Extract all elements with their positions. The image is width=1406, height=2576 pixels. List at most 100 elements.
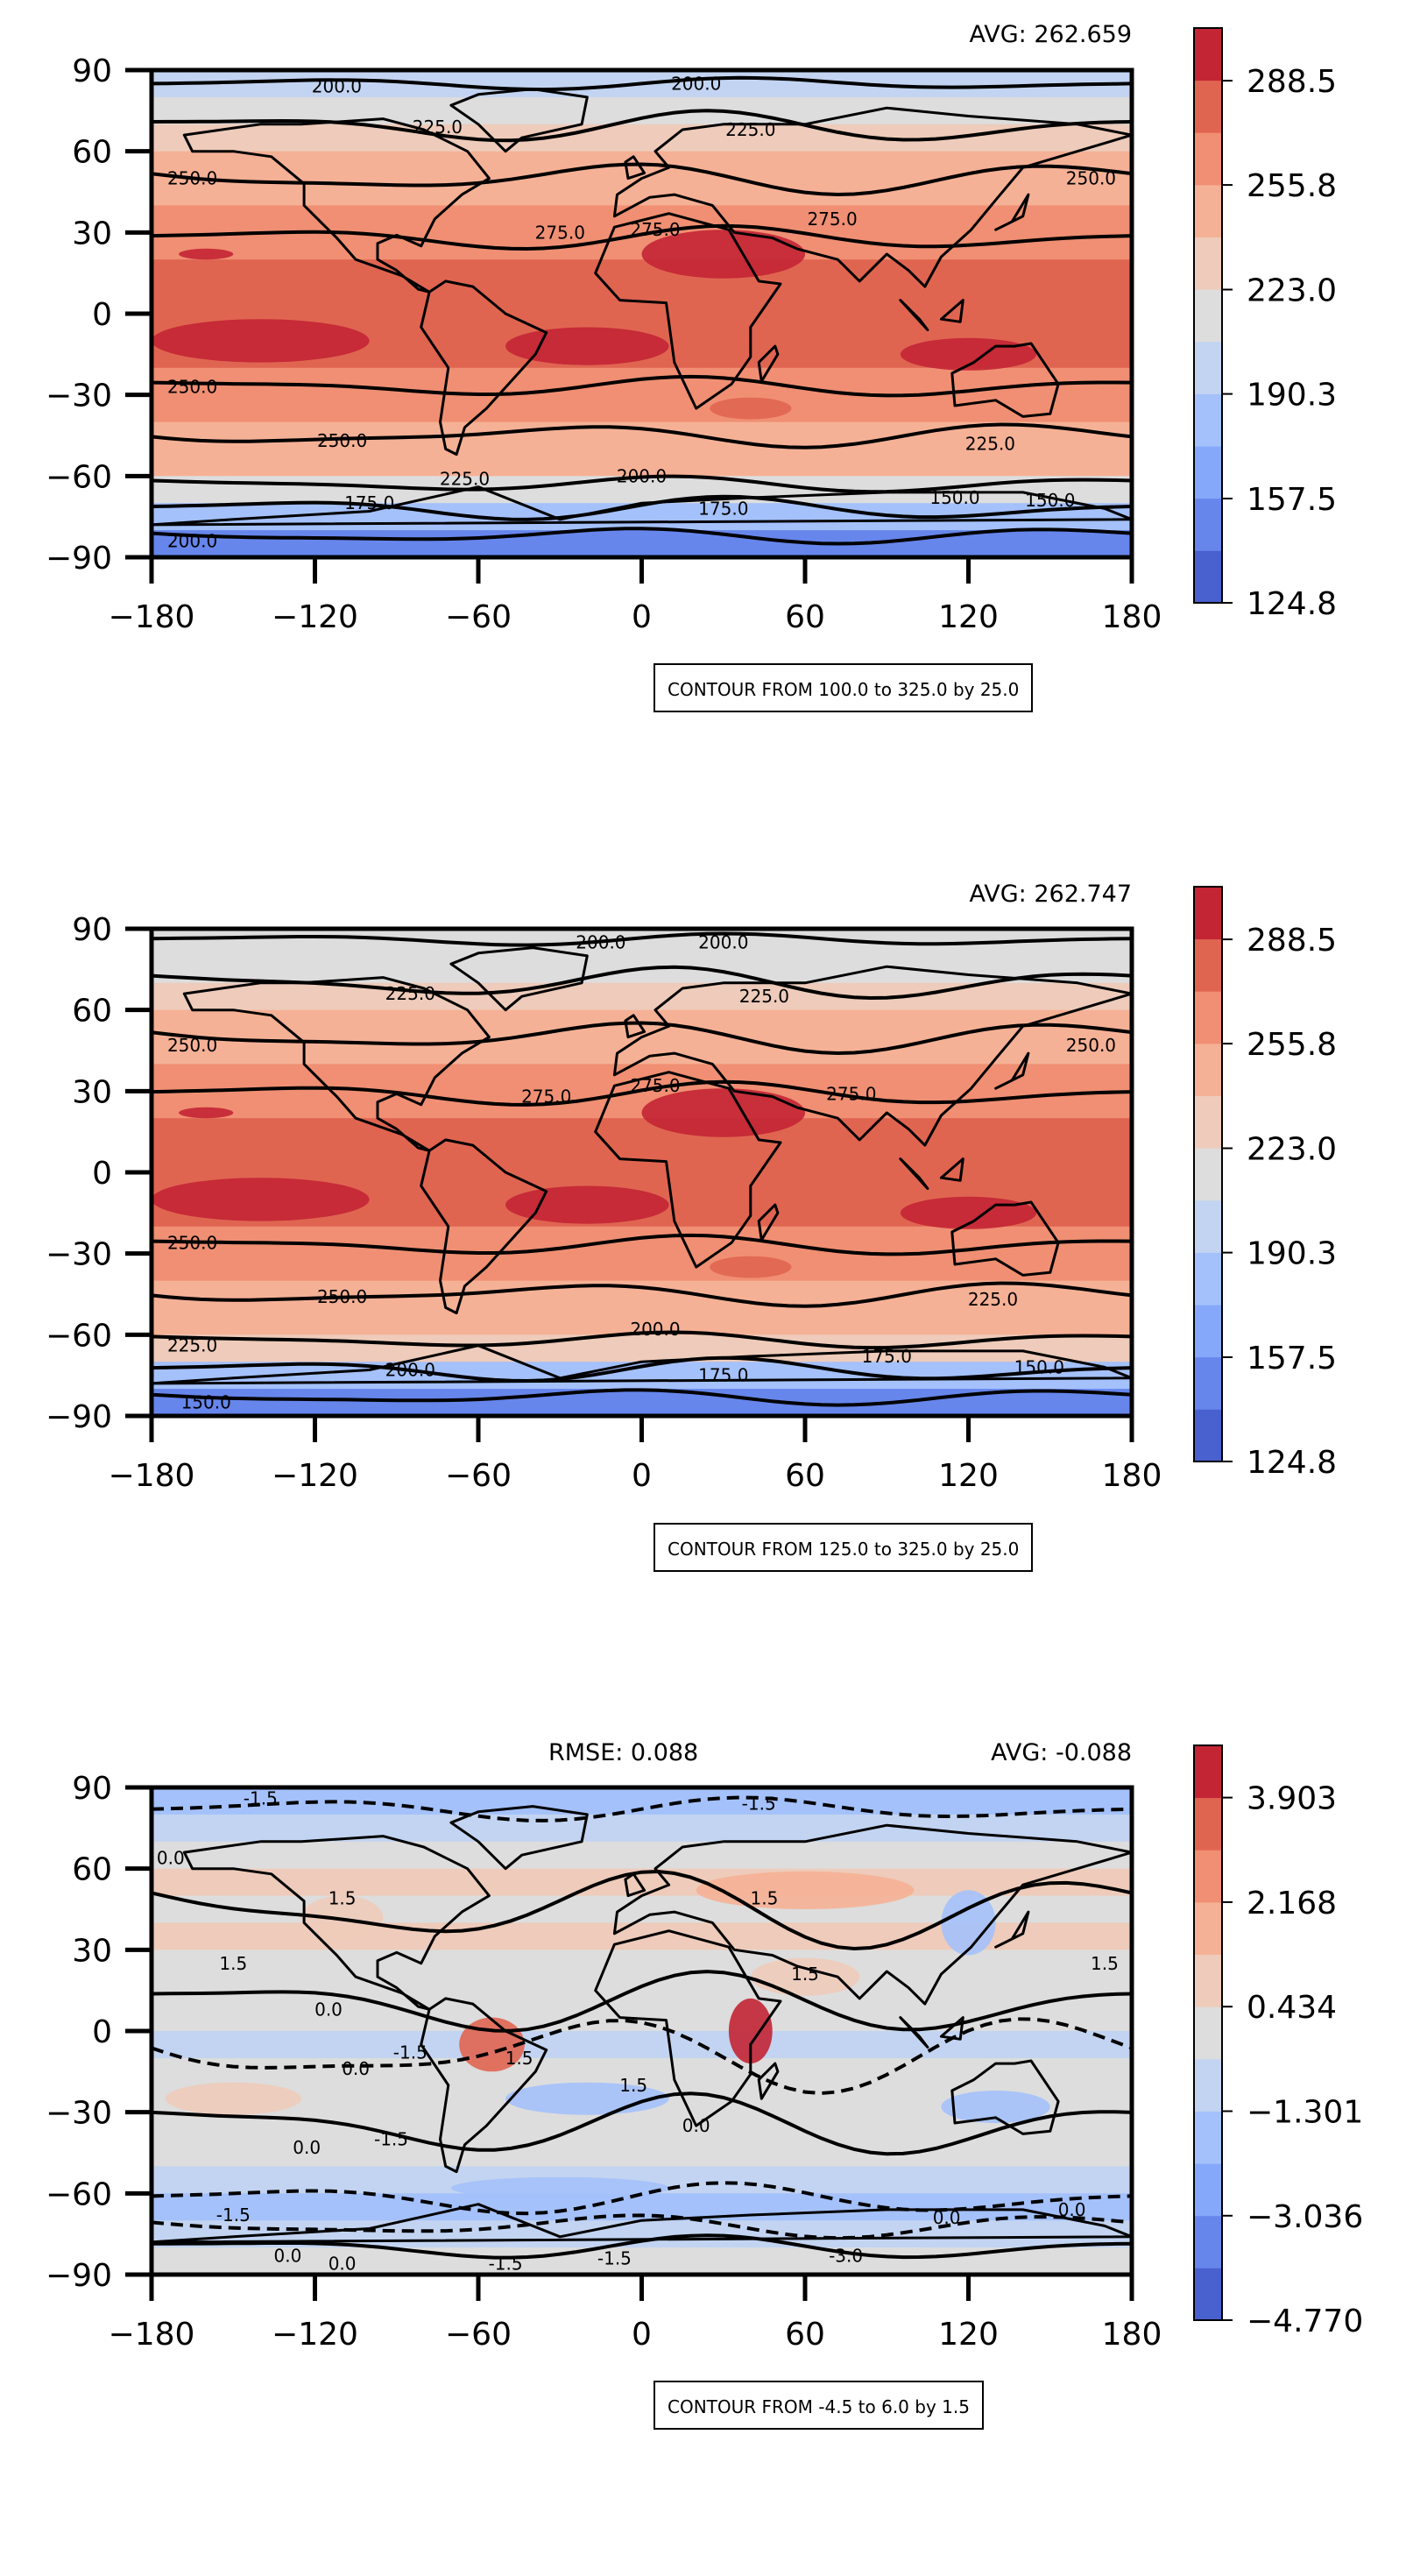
contour-label: 0.0 — [314, 1999, 343, 2020]
coastline — [624, 155, 646, 180]
coastline — [994, 193, 1030, 231]
colorbar-tick-label: 288.5 — [1247, 64, 1337, 100]
colorbar-segment — [1194, 1356, 1222, 1410]
colorbar-segment — [1194, 1797, 1222, 1851]
x-tick-label: −120 — [272, 1458, 358, 1494]
contour-label: 175.0 — [698, 498, 748, 519]
field-anomaly — [179, 248, 234, 260]
x-tick-label: −180 — [109, 1458, 195, 1494]
coastline — [757, 344, 780, 383]
field-band — [152, 1253, 1132, 1282]
field-anomaly — [728, 1998, 773, 2064]
map-plot-3: -1.5 -1.5 0.0 1.5 1.5 1.5 1.5 0.0 0.0 1.5 -1.5 1.5 1… — [46, 1744, 1363, 2353]
x-tick-label: −60 — [445, 599, 512, 635]
coastline — [449, 1805, 589, 1871]
field-anomaly — [301, 1895, 384, 1939]
colorbar-segment — [1194, 2111, 1222, 2164]
y-tick-label: 30 — [72, 1074, 112, 1110]
contour-label: -1.5 — [742, 1794, 776, 1815]
contour-label: -1.5 — [393, 2042, 427, 2063]
y-tick-label: −30 — [46, 2096, 112, 2132]
contour-label: 150.0 — [1014, 1356, 1064, 1377]
y-tick-label: −90 — [46, 1399, 112, 1435]
contour-label: 250.0 — [167, 1232, 217, 1253]
contour-label: 225.0 — [725, 119, 775, 140]
colorbar-segment — [1194, 341, 1222, 394]
colorbar-segment — [1194, 1043, 1222, 1096]
field-anomaly — [941, 2091, 1050, 2123]
x-tick-label: −60 — [445, 1458, 512, 1494]
colorbar-segment — [1194, 28, 1222, 81]
colorbar-segment — [1194, 2163, 1222, 2217]
colorbar-tick-label: 255.8 — [1247, 168, 1337, 204]
contour-label: 225.0 — [965, 433, 1015, 454]
colorbar-segment — [1194, 991, 1222, 1044]
contour-line — [152, 422, 1132, 449]
x-tick-label: 60 — [785, 599, 825, 635]
coastline — [994, 1051, 1030, 1090]
contour-label: 200.0 — [698, 931, 748, 952]
contour-line — [152, 374, 1132, 398]
contour-line — [152, 1281, 1132, 1308]
y-tick-label: 0 — [92, 2014, 112, 2050]
colorbar-tick-label: 157.5 — [1247, 482, 1337, 518]
y-tick-label: 60 — [72, 135, 112, 171]
colorbar-tick-label: 2.168 — [1247, 1886, 1337, 1921]
contour-label: 150.0 — [1025, 490, 1075, 511]
field-anomaly — [641, 230, 806, 279]
colorbar-segment — [1194, 1252, 1222, 1306]
contour-line — [152, 2213, 1132, 2240]
colorbar-frame — [1193, 886, 1223, 1462]
contour-label: 0.0 — [329, 2254, 357, 2275]
x-tick-label: 180 — [1102, 1458, 1162, 1494]
colorbar-segment — [1194, 1148, 1222, 1201]
colorbar-segment — [1194, 2268, 1222, 2321]
coastline — [152, 2203, 1132, 2244]
coastline — [420, 1138, 548, 1315]
x-tick-label: 120 — [938, 2317, 999, 2353]
x-tick-label: 60 — [785, 2317, 825, 2353]
contour-line — [152, 223, 1132, 251]
colorbar-tick-label: 223.0 — [1247, 1132, 1337, 1168]
contour-line — [152, 1869, 1132, 1951]
contour-line — [152, 1355, 1132, 1384]
contour-line — [152, 1795, 1132, 1822]
y-tick-label: −60 — [46, 1318, 112, 1354]
x-tick-label: −120 — [272, 599, 358, 635]
contour-label: 250.0 — [1066, 1035, 1116, 1056]
contour-label: -3.0 — [829, 2245, 863, 2266]
x-tick-label: 180 — [1102, 599, 1162, 635]
x-tick-label: 0 — [632, 2317, 652, 2353]
contour-label: 0.0 — [1058, 2199, 1086, 2220]
colorbar-segment — [1194, 80, 1222, 133]
colorbar-segment — [1194, 1095, 1222, 1149]
coastline — [612, 965, 1132, 1147]
contour-label: 200.0 — [312, 76, 362, 97]
colorbar-segment — [1194, 498, 1222, 551]
coastline — [182, 117, 491, 294]
coastline — [152, 485, 1132, 527]
colorbar-tick-label: 124.8 — [1247, 1445, 1337, 1481]
contour-label: 200.0 — [630, 1319, 680, 1340]
contour-line — [152, 527, 1132, 546]
coastline — [939, 1157, 964, 1182]
colorbar-segment — [1194, 1901, 1222, 1955]
field-band — [152, 1977, 1132, 2005]
contour-label: 225.0 — [440, 468, 490, 489]
field-band — [152, 1787, 1132, 1815]
field-band — [152, 503, 1132, 531]
coastline — [182, 976, 491, 1152]
map-plot-2: 200.0 200.0 225.0 225.0 250.0 250.0 275.0 275.0… — [46, 886, 1337, 1494]
field-band — [152, 530, 1132, 557]
contour-label: 150.0 — [929, 487, 979, 508]
contour-label: -1.5 — [489, 2254, 523, 2275]
contour-line — [152, 474, 1132, 494]
coastline — [594, 1929, 782, 2127]
coastline — [594, 1071, 782, 1269]
avg-label: AVG: 262.747 — [969, 881, 1132, 908]
field-anomaly — [641, 1088, 806, 1137]
field-anomaly — [505, 1185, 669, 1224]
y-tick-label: 30 — [72, 1933, 112, 1969]
x-tick-label: −180 — [109, 599, 195, 635]
colorbar-segment — [1194, 2058, 1222, 2112]
